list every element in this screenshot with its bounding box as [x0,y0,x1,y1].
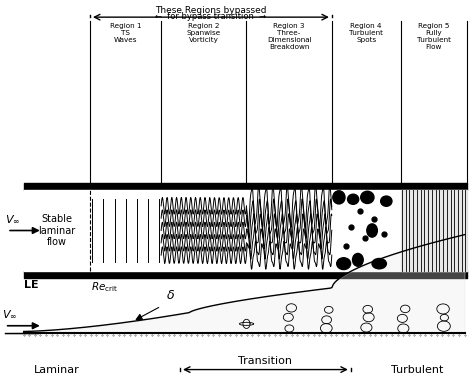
Text: $V_\infty$: $V_\infty$ [5,213,20,225]
Text: Region 5
Fully
Turbulent
Flow: Region 5 Fully Turbulent Flow [417,23,451,50]
Text: $\delta$: $\delta$ [166,289,175,303]
Ellipse shape [372,258,386,269]
Text: These Regions bypassed: These Regions bypassed [155,6,267,15]
Text: Region 4
Turbulent
Spots: Region 4 Turbulent Spots [349,23,383,43]
Text: $V_\infty$: $V_\infty$ [2,308,18,320]
Text: Laminar: Laminar [34,365,80,375]
Text: Transition: Transition [238,356,292,366]
Text: Turbulent: Turbulent [391,365,443,375]
Ellipse shape [347,194,359,204]
Ellipse shape [361,191,374,203]
Ellipse shape [353,253,363,266]
Text: Region 3
Three-
Dimensional
Breakdown: Region 3 Three- Dimensional Breakdown [267,23,311,50]
Text: Region 1
TS
Waves: Region 1 TS Waves [110,23,141,43]
Text: Region 2
Spanwise
Vorticity: Region 2 Spanwise Vorticity [187,23,221,43]
Text: Stable
laminar
flow: Stable laminar flow [38,214,75,247]
Ellipse shape [337,258,351,269]
Text: ←  for bypass transition  →: ← for bypass transition → [155,12,266,21]
Ellipse shape [333,191,345,204]
Text: $\mathit{Re}_{\mathrm{crit}}$: $\mathit{Re}_{\mathrm{crit}}$ [91,280,118,294]
Ellipse shape [381,196,392,206]
Ellipse shape [367,224,377,237]
Text: LE: LE [24,280,38,290]
